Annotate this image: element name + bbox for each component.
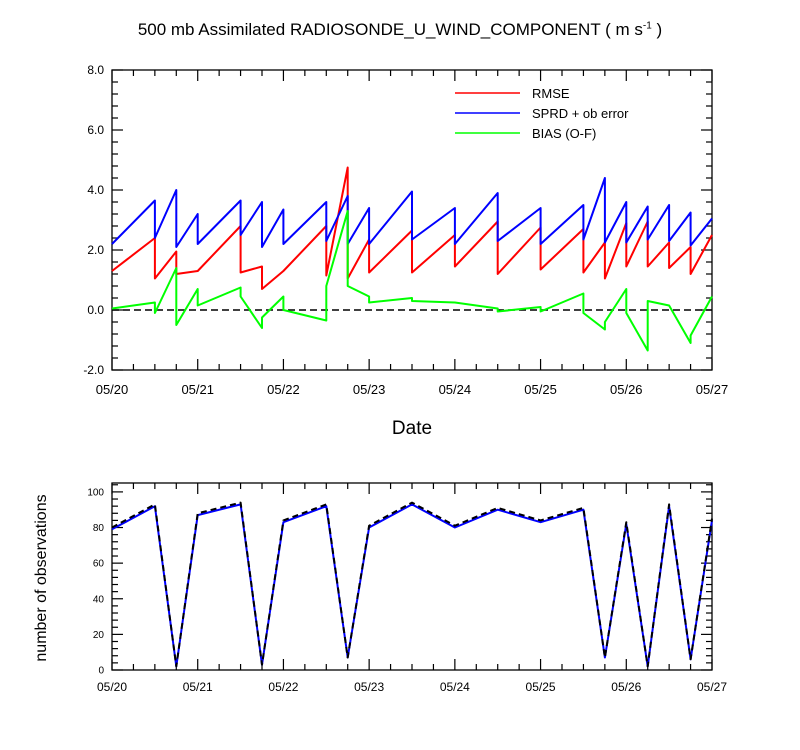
y-tick-label: -2.0 <box>83 363 104 377</box>
x-axis-label: Date <box>391 418 433 439</box>
x-tick-label: 05/24 <box>439 382 472 397</box>
sprd-ob-error-series-line <box>111 177 713 248</box>
x-tick-label: 05/22 <box>268 680 298 694</box>
y-tick-label: 4.0 <box>87 183 104 197</box>
y-tick-label: 6.0 <box>87 123 104 137</box>
y-tick-label: 8.0 <box>87 63 104 77</box>
legend-label: SPRD + ob error <box>532 106 629 121</box>
y-tick-label: 0 <box>98 666 104 677</box>
y-axis-label-text: number of observations <box>33 494 50 662</box>
x-tick-label: 05/26 <box>610 382 643 397</box>
top-panel: 05/20 05/21 05/22 05/23 05/24 05/25 05/26 05/27… <box>83 63 728 397</box>
y-tick-label: 40 <box>93 594 105 605</box>
x-tick-label: 05/20 <box>96 382 129 397</box>
x-tick-label: 05/26 <box>611 680 641 694</box>
x-tick-label: 05/25 <box>526 680 556 694</box>
top-series <box>111 166 713 352</box>
legend: RMSE SPRD + ob error BIAS (O-F) <box>455 86 629 141</box>
bottom-series <box>111 501 713 668</box>
y-tick-label: 20 <box>93 630 105 641</box>
y-tick-label: 60 <box>93 559 105 570</box>
chart-title: 500 mb Assimilated RADIOSONDE_U_WIND_COM… <box>137 20 663 39</box>
bias-o-f-series-line <box>111 210 713 352</box>
legend-label: BIAS (O-F) <box>532 126 596 141</box>
x-tick-label: 05/25 <box>524 382 557 397</box>
x-tick-label: 05/21 <box>183 680 213 694</box>
bottom-panel: 05/20 05/21 05/22 05/23 05/24 05/25 05/26 05/27… <box>87 482 727 694</box>
bottom-plot-frame <box>111 482 713 671</box>
legend-label: RMSE <box>532 86 570 101</box>
y-tick-label: 0.0 <box>87 303 104 317</box>
y-tick-label: 100 <box>87 487 104 498</box>
x-tick-label: 05/20 <box>97 680 127 694</box>
x-tick-label: 05/24 <box>440 680 470 694</box>
x-tick-label: 05/22 <box>267 382 300 397</box>
x-tick-label: 05/23 <box>353 382 386 397</box>
top-ticks: 05/20 05/21 05/22 05/23 05/24 05/25 05/26 05/27… <box>83 63 728 397</box>
x-tick-label: 05/27 <box>696 382 729 397</box>
x-tick-label: 05/27 <box>697 680 727 694</box>
obs-solid-series-line <box>111 503 713 668</box>
y-tick-label: 2.0 <box>87 243 104 257</box>
x-tick-label: 05/23 <box>354 680 384 694</box>
x-tick-label: 05/21 <box>181 382 214 397</box>
bottom-ticks: 05/20 05/21 05/22 05/23 05/24 05/25 05/26 05/27… <box>87 483 727 694</box>
y-tick-label: 80 <box>93 523 105 534</box>
obs-dashed-series-line <box>111 501 713 668</box>
